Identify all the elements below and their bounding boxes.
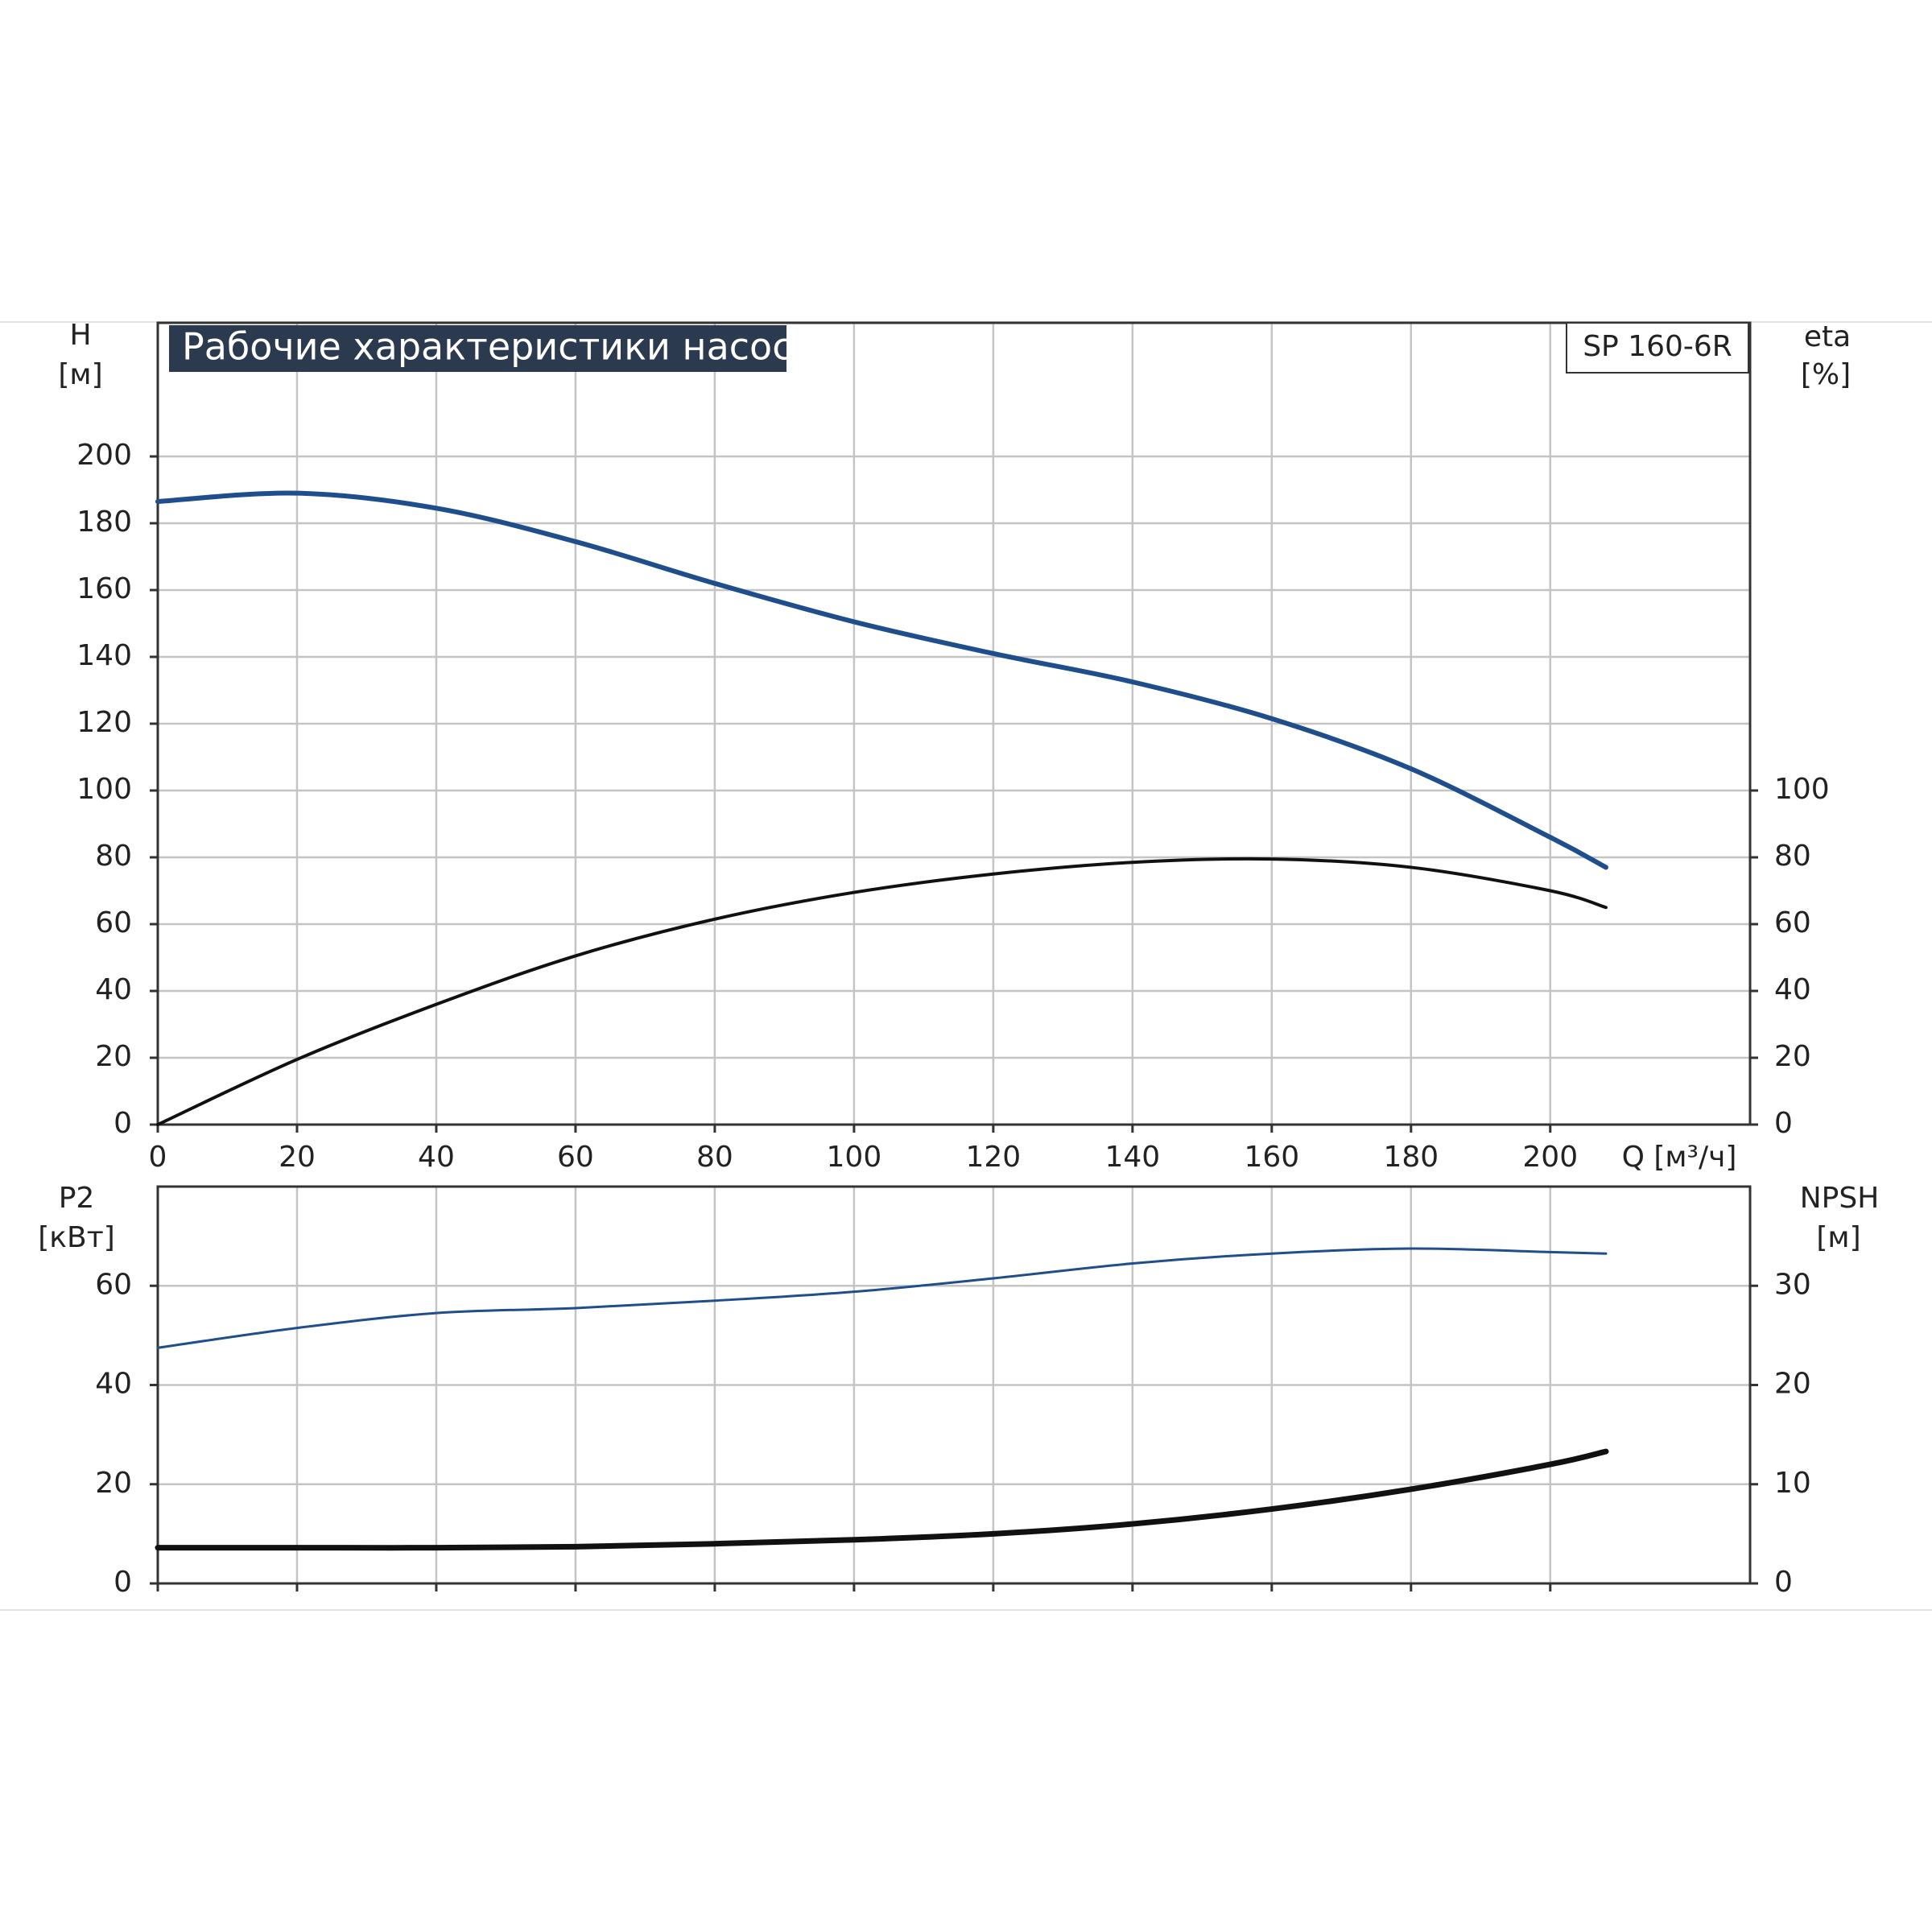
y-tick-label: 80 [95, 840, 132, 873]
x-tick-label: 140 [1104, 1141, 1160, 1174]
y-axis-unit: [м] [58, 358, 102, 391]
y-tick-label: 200 [76, 439, 132, 472]
x-tick-label: 20 [279, 1141, 316, 1174]
y2-tick-label: 100 [1774, 773, 1830, 806]
title-box [169, 325, 786, 372]
y-tick-label: 40 [95, 1368, 132, 1401]
y2-axis-label: eta [1804, 320, 1851, 353]
y2-tick-label: 60 [1774, 906, 1811, 939]
series-line [156, 1247, 1608, 1349]
y-axis-label: H [69, 319, 91, 352]
y-tick-label: 60 [95, 906, 132, 939]
y-tick-label: 100 [76, 773, 132, 806]
y-tick-label: 120 [76, 706, 132, 739]
chart-title: Рабочие характеристики насоса [182, 325, 815, 369]
y-tick-label: 180 [76, 506, 132, 539]
model-label: SP 160-6R [1583, 330, 1732, 363]
y-tick-label: 60 [95, 1268, 132, 1301]
y2-axis-unit: [%] [1801, 358, 1851, 391]
x-tick-label: 200 [1522, 1141, 1578, 1174]
x-tick-label: 40 [418, 1141, 455, 1174]
y2-tick-label: 20 [1774, 1368, 1811, 1401]
y2-tick-label: 0 [1774, 1107, 1793, 1140]
y-axis-label: P2 [59, 1182, 95, 1215]
y2-axis-unit: [м] [1816, 1221, 1860, 1254]
x-tick-label: 80 [696, 1141, 733, 1174]
y-tick-label: 40 [95, 973, 132, 1006]
y2-tick-label: 20 [1774, 1040, 1811, 1073]
y-tick-label: 140 [76, 639, 132, 672]
x-tick-label: 120 [966, 1141, 1022, 1174]
x-tick-label: 180 [1383, 1141, 1439, 1174]
plot-frame [156, 321, 1752, 1126]
y2-axis-label: NPSH [1800, 1182, 1880, 1215]
y2-tick-label: 80 [1774, 840, 1811, 873]
y2-tick-label: 10 [1774, 1467, 1811, 1500]
x-axis-label: Q [м³/ч] [1622, 1141, 1737, 1174]
x-tick-label: 60 [557, 1141, 594, 1174]
x-tick-label: 0 [149, 1141, 167, 1174]
series-line [155, 1448, 1609, 1551]
series-line [156, 857, 1608, 1126]
y-tick-label: 20 [95, 1040, 132, 1073]
y2-tick-label: 40 [1774, 973, 1811, 1006]
y-tick-label: 0 [114, 1566, 132, 1599]
y2-tick-label: 30 [1774, 1268, 1811, 1301]
plots: 0 20 40 60 80 100 120 140 160 180 2000204060801001… [76, 321, 1830, 1599]
y-tick-label: 160 [76, 572, 132, 605]
y-tick-label: 20 [95, 1467, 132, 1500]
plot-frame [156, 1185, 1752, 1585]
y-tick-label: 0 [114, 1107, 132, 1140]
x-tick-label: 160 [1244, 1141, 1299, 1174]
model-box [1566, 322, 1749, 374]
y-axis-unit: [кВт] [38, 1221, 115, 1254]
x-tick-label: 100 [827, 1141, 882, 1174]
series-line [155, 490, 1608, 870]
y2-tick-label: 0 [1774, 1566, 1793, 1599]
